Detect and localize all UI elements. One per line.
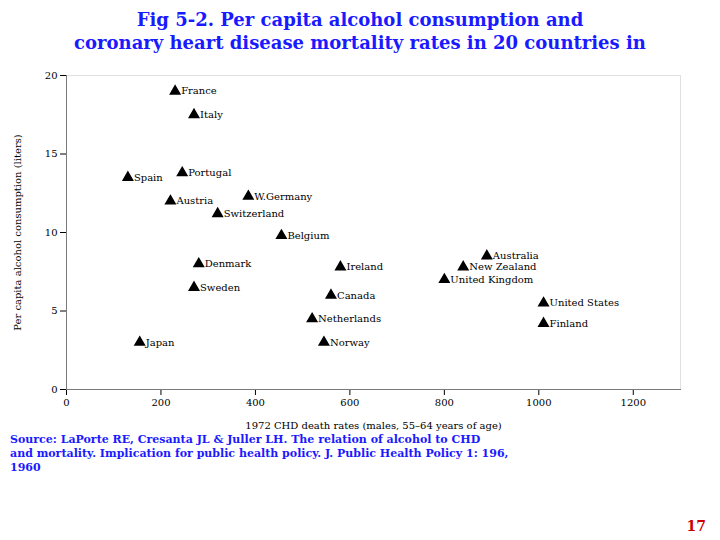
svg-text:0: 0 bbox=[51, 383, 57, 394]
svg-text:Austria: Austria bbox=[175, 195, 213, 206]
html-text:Fig 5-2. Per capita alcohol co: Fig 5-2. Per capita alcohol consumption … bbox=[136, 9, 584, 30]
svg-text:Norway: Norway bbox=[330, 336, 370, 347]
svg-text:Spain: Spain bbox=[134, 172, 163, 183]
svg-text:600: 600 bbox=[340, 396, 359, 407]
svg-text:Per capita alcohol consumption: Per capita alcohol consumption (liters) bbox=[12, 134, 23, 331]
svg-text:Belgium: Belgium bbox=[287, 230, 330, 241]
html-text:Source: LaPorte RE, Cresanta J: Source: LaPorte RE, Cresanta JL & Juller… bbox=[10, 432, 509, 475]
svg-text:Ireland: Ireland bbox=[346, 261, 383, 272]
svg-text:10: 10 bbox=[45, 226, 58, 237]
svg-text:400: 400 bbox=[246, 396, 265, 407]
svg-text:Australia: Australia bbox=[492, 250, 539, 261]
svg-text:Switzerland: Switzerland bbox=[224, 208, 285, 219]
svg-text:Portugal: Portugal bbox=[188, 167, 231, 178]
svg-text:1972 CHD death rates (males, 5: 1972 CHD death rates (males, 55–64 years… bbox=[245, 419, 501, 430]
svg-text:Italy: Italy bbox=[200, 109, 223, 120]
svg-text:United States: United States bbox=[550, 297, 619, 308]
html-text:17: 17 bbox=[686, 518, 706, 534]
svg-text:800: 800 bbox=[435, 396, 454, 407]
svg-text:Canada: Canada bbox=[337, 289, 375, 300]
svg-text:Netherlands: Netherlands bbox=[318, 313, 381, 324]
svg-text:5: 5 bbox=[51, 305, 57, 316]
svg-text:Sweden: Sweden bbox=[200, 281, 241, 292]
svg-text:15: 15 bbox=[45, 148, 58, 159]
svg-text:W.Germany: W.Germany bbox=[254, 190, 312, 201]
svg-text:France: France bbox=[181, 85, 217, 96]
svg-text:200: 200 bbox=[151, 396, 170, 407]
svg-text:0: 0 bbox=[63, 396, 69, 407]
svg-text:1200: 1200 bbox=[621, 396, 646, 407]
svg-text:United Kingdom: United Kingdom bbox=[450, 274, 534, 285]
svg-text:20: 20 bbox=[45, 69, 58, 80]
svg-text:Denmark: Denmark bbox=[205, 258, 253, 269]
svg-text:Japan: Japan bbox=[145, 336, 175, 347]
html-text:coronary heart disease mortali: coronary heart disease mortality rates i… bbox=[74, 32, 646, 54]
svg-text:Finland: Finland bbox=[550, 318, 589, 329]
svg-text:1000: 1000 bbox=[526, 396, 551, 407]
svg-text:New Zealand: New Zealand bbox=[469, 261, 537, 272]
